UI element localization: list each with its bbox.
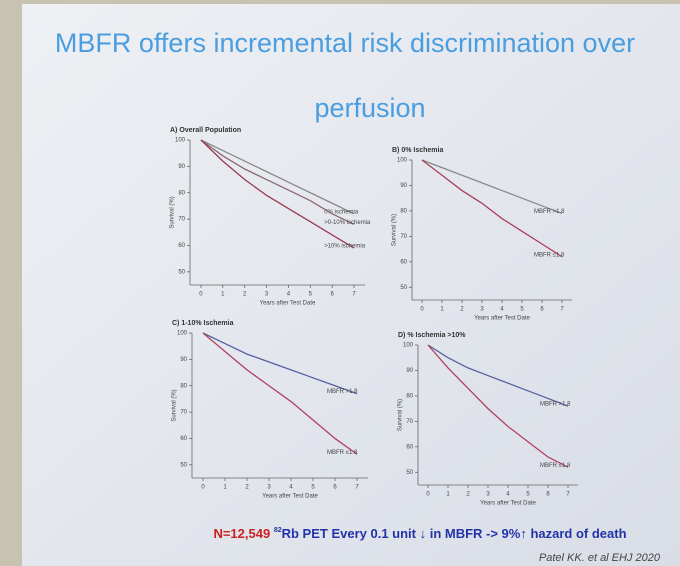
x-tick-label: 5	[520, 307, 524, 313]
footnote-part: N=12,549	[213, 526, 273, 541]
y-tick-label: 100	[397, 158, 408, 164]
x-tick-label: 0	[420, 307, 424, 313]
x-tick-label: 6	[333, 485, 337, 491]
x-tick-label: 1	[221, 292, 225, 298]
survival-line	[421, 159, 563, 215]
footnote-superscript: 82	[274, 527, 282, 534]
series-label: 0% ischemia	[324, 209, 359, 215]
y-tick-label: 80	[400, 208, 407, 214]
y-tick-label: 90	[178, 164, 185, 170]
y-tick-label: 70	[178, 217, 185, 223]
survival-line	[200, 139, 355, 249]
chart-title: A) Overall Population	[170, 127, 241, 134]
y-tick-label: 80	[178, 190, 185, 196]
x-axis-label: Years after Test Date	[260, 301, 316, 307]
x-tick-label: 2	[245, 485, 249, 491]
y-tick-label: 60	[406, 444, 413, 450]
y-tick-label: 80	[180, 383, 187, 389]
series-label: MBFR >1.8	[327, 389, 358, 395]
footnote-part: Rb PET Every 0.1 unit ↓ in MBFR -> 9%↑ h…	[282, 526, 627, 541]
slide-title: MBFR offers incremental risk discriminat…	[55, 28, 635, 58]
x-axis-label: Years after Test Date	[262, 494, 318, 500]
y-tick-label: 80	[406, 393, 413, 399]
x-tick-label: 3	[265, 292, 269, 298]
x-axis-label: Years after Test Date	[480, 501, 536, 507]
x-tick-label: 5	[309, 292, 313, 298]
series-label: MBFR ≤1.8	[327, 450, 358, 456]
y-axis-label: Survival (%)	[392, 214, 398, 246]
citation: Patel KK. et al EHJ 2020	[539, 552, 661, 564]
series-label: MBFR >1.8	[534, 209, 565, 215]
x-tick-label: 1	[446, 492, 450, 498]
x-tick-label: 4	[500, 307, 504, 313]
series-label: MBFR ≤1.8	[540, 463, 571, 469]
y-tick-label: 50	[400, 285, 407, 291]
series-label: MBFR >1.8	[540, 402, 571, 408]
y-tick-label: 100	[177, 331, 188, 337]
x-axis-label: Years after Test Date	[474, 316, 530, 322]
slide-title: perfusion	[314, 93, 425, 123]
y-tick-label: 60	[178, 243, 185, 249]
y-tick-label: 60	[400, 259, 407, 265]
x-tick-label: 6	[546, 492, 550, 498]
x-tick-label: 4	[506, 492, 510, 498]
x-tick-label: 0	[199, 292, 203, 298]
y-axis-label: Survival (%)	[398, 399, 404, 431]
x-tick-label: 1	[440, 307, 444, 313]
survival-line	[200, 139, 355, 215]
chart-title: D) % Ischemia >10%	[398, 332, 466, 339]
y-tick-label: 60	[180, 436, 187, 442]
y-tick-label: 50	[178, 269, 185, 275]
chart-title: C) 1-10% Ischemia	[172, 320, 234, 327]
y-tick-label: 50	[180, 462, 187, 468]
x-tick-label: 0	[426, 492, 430, 498]
x-tick-label: 4	[289, 485, 293, 491]
survival-line	[427, 344, 569, 468]
x-tick-label: 2	[460, 307, 464, 313]
x-tick-label: 5	[311, 485, 315, 491]
x-tick-label: 7	[560, 307, 564, 313]
survival-line	[421, 159, 563, 258]
survival-line	[200, 139, 355, 225]
y-tick-label: 70	[400, 234, 407, 240]
x-tick-label: 3	[486, 492, 490, 498]
survival-line	[202, 332, 358, 395]
y-tick-label: 50	[406, 470, 413, 476]
chart-title: B) 0% Ischemia	[392, 147, 443, 154]
footnote: N=12,549 82Rb PET Every 0.1 unit ↓ in MB…	[213, 526, 626, 541]
x-tick-label: 6	[331, 292, 335, 298]
y-tick-label: 90	[400, 183, 407, 189]
survival-line	[427, 344, 569, 407]
y-axis-label: Survival (%)	[170, 196, 176, 228]
x-tick-label: 3	[267, 485, 271, 491]
x-tick-label: 2	[466, 492, 470, 498]
x-tick-label: 4	[287, 292, 291, 298]
series-label: >10% ischemia	[324, 244, 366, 250]
x-tick-label: 6	[540, 307, 544, 313]
x-tick-label: 2	[243, 292, 247, 298]
y-tick-label: 70	[406, 419, 413, 425]
x-tick-label: 7	[355, 485, 359, 491]
survival-line	[202, 332, 358, 455]
y-tick-label: 70	[180, 410, 187, 416]
y-tick-label: 90	[406, 368, 413, 374]
y-tick-label: 100	[175, 138, 186, 144]
x-tick-label: 1	[223, 485, 227, 491]
x-tick-label: 7	[352, 292, 356, 298]
y-axis-label: Survival (%)	[172, 389, 178, 421]
series-label: >0-10% ischemia	[324, 220, 371, 226]
series-label: MBFR ≤1.8	[534, 252, 565, 258]
y-tick-label: 100	[403, 343, 414, 349]
x-tick-label: 5	[526, 492, 530, 498]
x-tick-label: 7	[566, 492, 570, 498]
y-tick-label: 90	[180, 357, 187, 363]
x-tick-label: 3	[480, 307, 484, 313]
x-tick-label: 0	[201, 485, 205, 491]
